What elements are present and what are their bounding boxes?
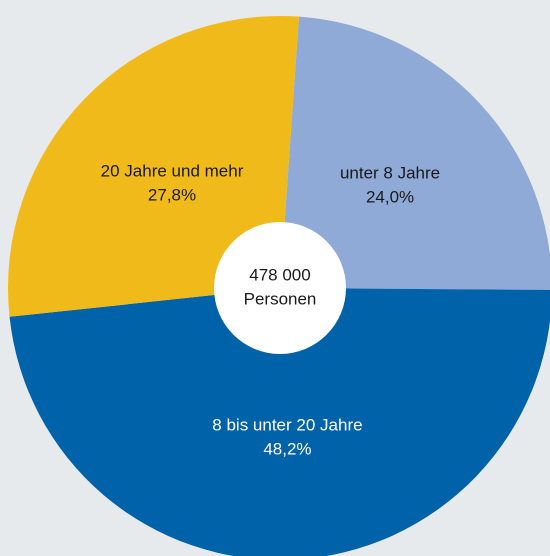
slice-label: unter 8 Jahre (340, 164, 440, 183)
center-hole (214, 222, 346, 354)
slice-value-label: 24,0% (366, 188, 414, 207)
slice-value-label: 27,8% (148, 185, 196, 204)
slice-label: 20 Jahre und mehr (101, 161, 244, 180)
center-label: 478 000 (249, 265, 310, 284)
pie-slice (9, 288, 550, 556)
slice-value-label: 48,2% (263, 439, 311, 458)
pie-slice (280, 16, 550, 290)
pie-slice (8, 15, 299, 317)
center-label: Personen (244, 289, 317, 308)
slice-label: 8 bis unter 20 Jahre (212, 415, 362, 434)
